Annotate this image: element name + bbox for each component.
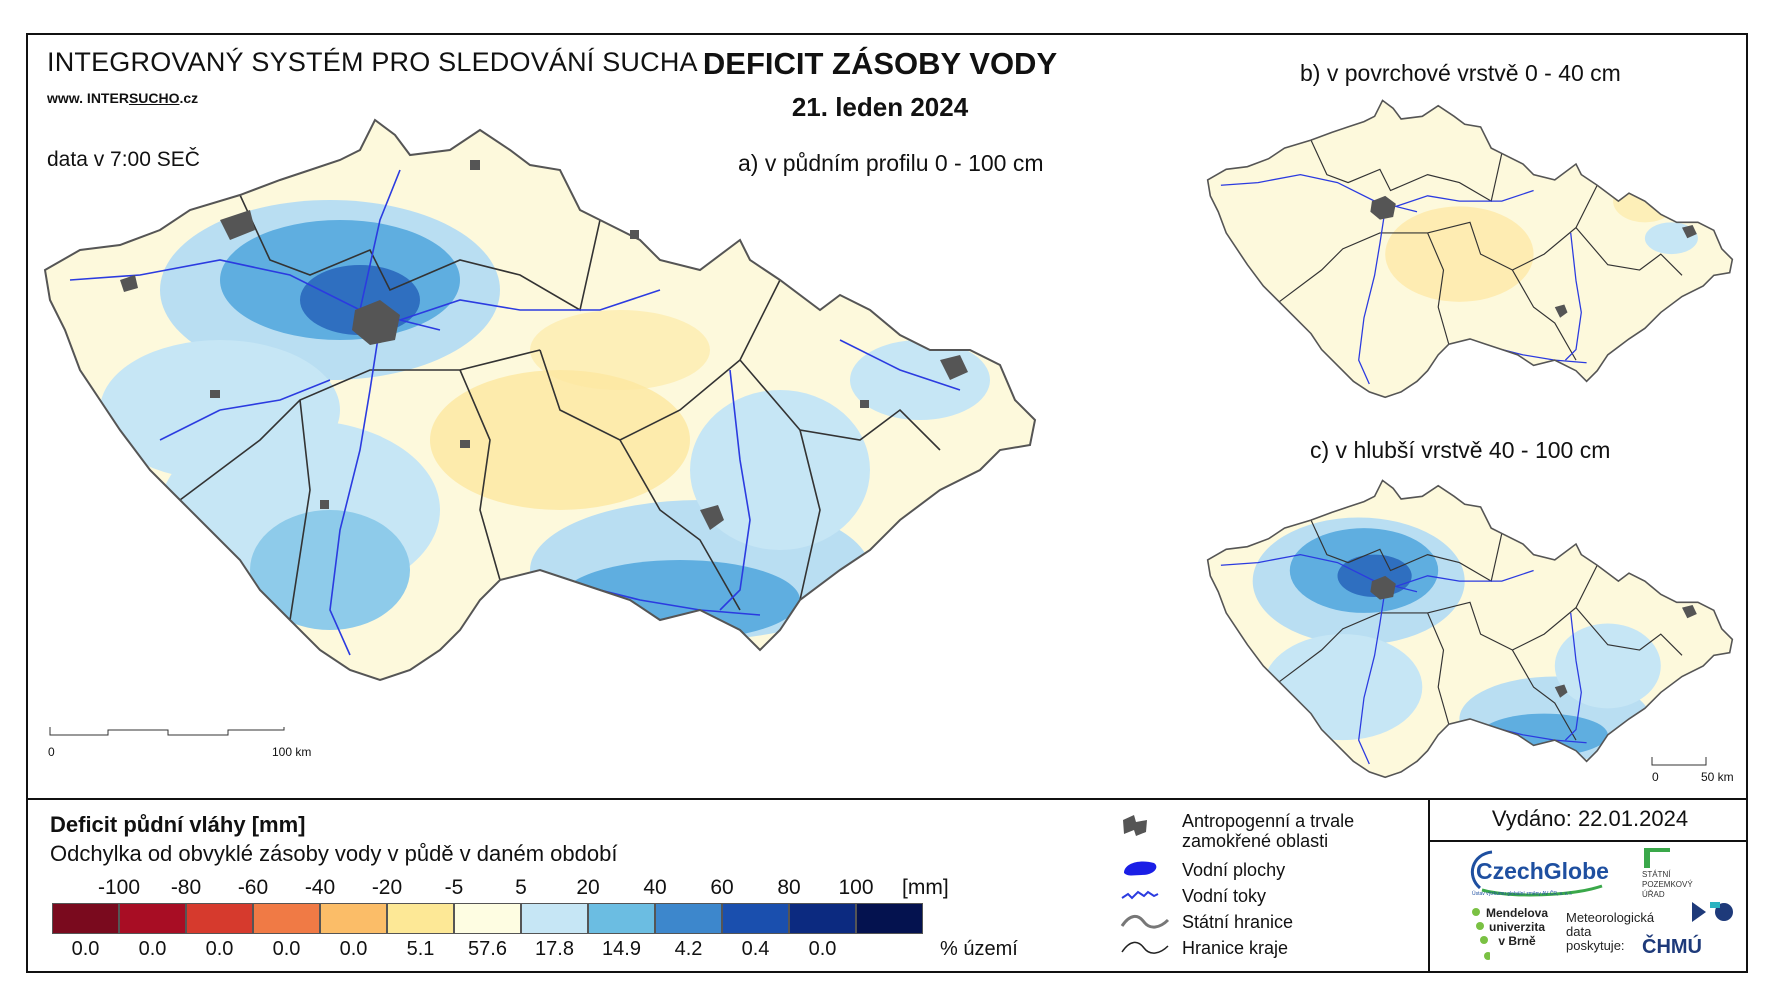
legend-swatch [52, 903, 119, 934]
panel-a-title: a) v půdním profilu 0 - 100 cm [738, 150, 1044, 176]
legend-rivers: Vodní toky [1182, 886, 1267, 906]
logos-divider [1428, 840, 1748, 842]
system-url: www. INTERSUCHO.cz [47, 90, 199, 106]
system-title: INTEGROVANÝ SYSTÉM PRO SLEDOVÁNÍ SUCHA [47, 47, 698, 77]
state-border-icon [1120, 915, 1170, 929]
small-scale-end: 50 km [1701, 770, 1734, 784]
main-scale-end: 100 km [272, 745, 312, 759]
legend-percent-unit: % území [940, 938, 1018, 960]
legend-tick: -40 [304, 876, 336, 899]
small-scale-bar [1651, 757, 1707, 766]
legend-tick: -60 [237, 876, 269, 899]
legend-tick: 40 [643, 876, 667, 899]
map-date: 21. leden 2024 [791, 92, 969, 122]
issued-date: Vydáno: 22.01.2024 [1491, 806, 1689, 831]
legend-swatch [521, 903, 588, 934]
surface-layer-map [1206, 99, 1734, 399]
legend-title: Deficit půdní vláhy [mm] [50, 812, 306, 837]
legend-percent: 0.0 [272, 938, 301, 960]
region-border-icon [1121, 941, 1169, 954]
chmu-logo-icon [1692, 902, 1733, 922]
legend-swatch [655, 903, 722, 934]
main-map [43, 118, 1037, 682]
legend-percent: 0.0 [205, 938, 234, 960]
main-scale-bar [49, 727, 285, 736]
legend-percent: 0.0 [138, 938, 167, 960]
legend-swatch [320, 903, 387, 934]
data-time-label: data v 7:00 SEČ [47, 148, 200, 171]
legend-percent: 0.4 [741, 938, 770, 960]
mendel-university-logo: Mendelova univerzita v Brně [1460, 904, 1565, 970]
legend-percent: 4.2 [674, 938, 703, 960]
legend-region-border: Hranice kraje [1182, 938, 1289, 958]
river-icon [1121, 890, 1159, 900]
spu-logo-text: STÁTNÍ POZEMKOVÝ ÚŘAD [1642, 870, 1693, 899]
water-body-icon [1124, 861, 1157, 876]
issued-divider [1428, 798, 1430, 973]
legend-tick: -5 [444, 876, 464, 899]
legend-percent: 5.1 [406, 938, 435, 960]
legend-subtitle: Odchylka od obvyklé zásoby vody v půdě v… [50, 841, 618, 866]
chmu-logo-text: ČHMÚ [1642, 936, 1702, 958]
deep-layer-map [1206, 479, 1734, 779]
legend-tick: 20 [576, 876, 600, 899]
legend-percent: 0.0 [808, 938, 837, 960]
legend-swatch [454, 903, 521, 934]
legend-swatch [186, 903, 253, 934]
legend-anthropogenic: Antropogenní a trvale zamokřené oblasti [1182, 811, 1355, 851]
legend-unit: [mm] [902, 876, 949, 899]
legend-swatch [856, 903, 923, 934]
main-scale-start: 0 [48, 745, 55, 759]
legend-percent: 57.6 [468, 938, 507, 960]
anthropogenic-area-icon [1123, 815, 1147, 836]
legend-tick: -20 [371, 876, 403, 899]
legend-tick: -100 [97, 876, 141, 899]
legend-tick: 60 [710, 876, 734, 899]
legend-state-border: Státní hranice [1182, 912, 1294, 932]
legend-swatch [387, 903, 454, 934]
legend-swatch [789, 903, 856, 934]
legend-swatch [119, 903, 186, 934]
czechglobe-logo: CzechGlobe Ústav výzkumu globální změny … [1462, 846, 1612, 901]
legend-swatch [588, 903, 655, 934]
legend-swatch [253, 903, 320, 934]
panel-c-title: c) v hlubší vrstvě 40 - 100 cm [1310, 437, 1611, 463]
meteo-data-label: Meteorologická data poskytuje: [1566, 910, 1655, 953]
panel-b-title: b) v povrchové vrstvě 0 - 40 cm [1300, 60, 1621, 86]
legend-percent: 0.0 [71, 938, 100, 960]
legend-tick: 80 [777, 876, 801, 899]
legend-swatch [722, 903, 789, 934]
legend-tick: 5 [515, 876, 527, 899]
small-scale-start: 0 [1652, 770, 1659, 784]
legend-water-bodies: Vodní plochy [1182, 860, 1286, 880]
page-title: DEFICIT ZÁSOBY VODY [702, 46, 1058, 81]
legend-tick: -80 [170, 876, 202, 899]
legend-percent: 14.9 [602, 938, 641, 960]
legend-tick: 100 [838, 876, 874, 899]
legend-divider [26, 798, 1748, 800]
legend-percent: 17.8 [535, 938, 574, 960]
spu-logo-icon [1644, 848, 1670, 868]
legend-percent: 0.0 [339, 938, 368, 960]
